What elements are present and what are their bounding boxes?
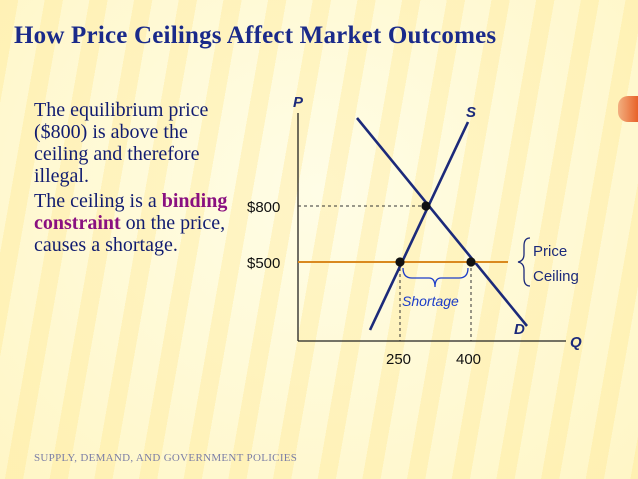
- ceiling-label-brace: [517, 237, 531, 287]
- ceiling-label-line1: Price: [533, 243, 567, 260]
- shortage-label: Shortage: [402, 293, 459, 309]
- binding-text-post: on the price, causes a shortage.: [34, 212, 226, 256]
- demand-ceiling-point: [466, 257, 476, 267]
- demand-label: D: [514, 321, 525, 338]
- binding-text-pre: The ceiling is a: [34, 190, 157, 212]
- price-500-label: $500: [247, 255, 280, 272]
- paragraph-equilibrium: The equilibrium price ($800) is above th…: [34, 99, 209, 187]
- binding-constraint-highlight: binding constraint: [34, 190, 228, 234]
- supply-ceiling-point: [395, 257, 405, 267]
- slide-title: How Price Ceilings Affect Market Outcome…: [14, 22, 497, 49]
- supply-label: S: [466, 104, 476, 121]
- quantity-400-label: 400: [456, 351, 481, 368]
- demand-curve: [355, 117, 529, 327]
- supply-curve: [368, 121, 470, 331]
- paragraph-binding: The ceiling is a binding constraint on t…: [34, 190, 234, 256]
- shortage-brace: [402, 267, 469, 288]
- slide-edge-decoration: [618, 96, 638, 122]
- ceiling-label-line2: Ceiling: [533, 268, 579, 285]
- x-axis-label: Q: [570, 334, 582, 351]
- price-800-label: $800: [247, 199, 280, 216]
- y-axis-label: P: [293, 94, 304, 111]
- quantity-250-label: 250: [386, 351, 411, 368]
- explanation-text: The equilibrium price ($800) is above th…: [34, 99, 234, 259]
- equilibrium-point: [421, 201, 431, 211]
- footer-text: SUPPLY, DEMAND, AND GOVERNMENT POLICIES: [34, 452, 298, 464]
